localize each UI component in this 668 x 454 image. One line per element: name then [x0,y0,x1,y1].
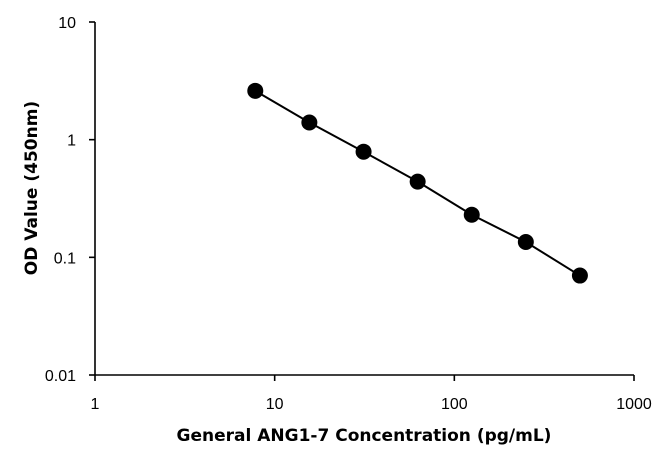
y-axis-ticks: 0.01 0.1 1 10 [45,15,95,385]
x-tick-label: 10 [266,396,284,413]
x-axis-ticks: 1 10 100 1000 [91,375,652,413]
y-tick-label: 0.1 [54,250,76,267]
x-tick-label: 100 [441,396,468,413]
x-axis-title: General ANG1-7 Concentration (pg/mL) [177,426,552,446]
y-tick-label: 0.01 [45,368,76,385]
y-tick-label: 10 [58,15,76,32]
plot-area [247,82,588,284]
data-point [355,143,372,160]
x-tick-label: 1 [91,396,100,413]
x-tick-label: 1000 [616,396,652,413]
data-point [409,173,426,190]
data-point [247,82,264,99]
y-tick-label: 1 [67,133,76,150]
data-point [463,206,480,223]
data-point [301,114,318,131]
data-point [517,233,534,250]
data-point [571,267,588,284]
y-axis-title: OD Value (450nm) [22,101,42,275]
